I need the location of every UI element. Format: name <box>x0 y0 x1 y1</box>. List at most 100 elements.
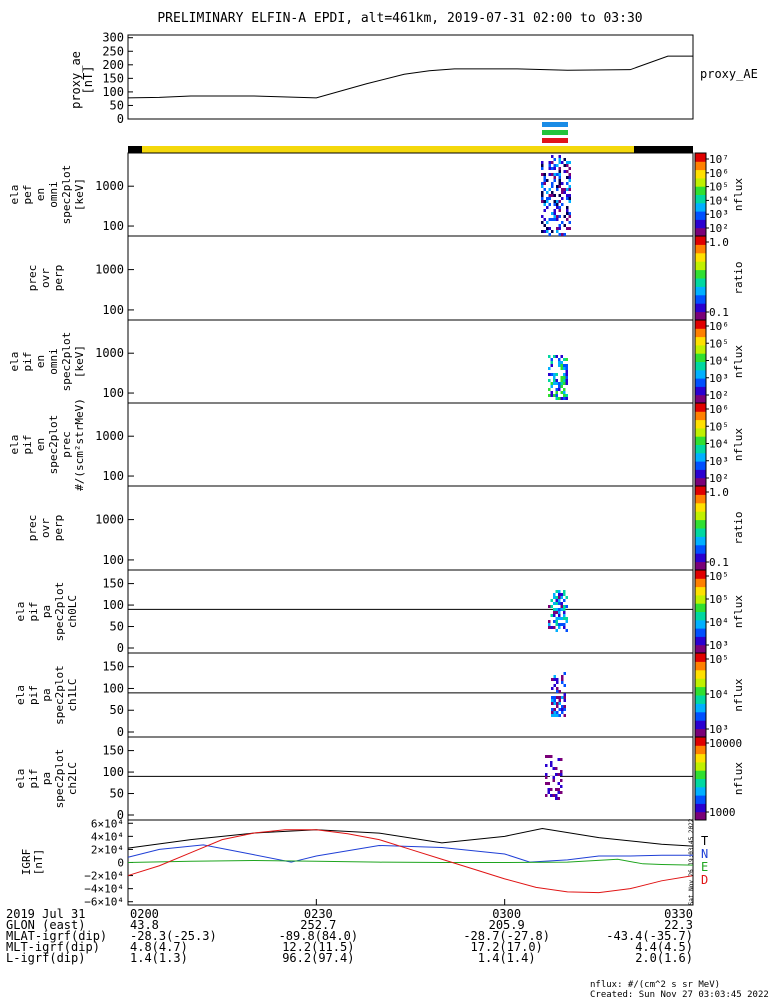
spectrogram-pixel <box>553 602 556 605</box>
colorbar-segment <box>695 344 706 354</box>
colorbar-segment <box>695 419 706 429</box>
spectrogram-pixel <box>547 782 550 785</box>
spectrogram-pixel <box>543 224 546 227</box>
spectrogram-pixel <box>546 209 549 212</box>
spectrogram-pixel <box>561 155 564 158</box>
spectrogram-pixel <box>553 696 556 699</box>
y-axis-label-line: pif <box>21 435 34 455</box>
spectrogram-pixel <box>565 364 568 367</box>
spectrogram-pixel <box>563 391 566 394</box>
spectrogram-pixel <box>545 755 548 758</box>
spectrogram-pixel <box>553 173 556 176</box>
colorbar-segment <box>695 469 706 479</box>
spectrogram-pixel <box>550 361 553 364</box>
spectrogram-pixel <box>553 714 556 717</box>
spectrogram-pixel <box>560 397 563 400</box>
spectrogram-pixel <box>558 164 561 167</box>
tick-label: 150 <box>102 660 124 674</box>
spectrogram-pixel <box>556 711 559 714</box>
spectrogram-pixel <box>566 212 569 215</box>
spectrogram-pixel <box>565 629 568 632</box>
spectrogram-pixel <box>563 224 566 227</box>
bottom-ephemeris-table: 2019 Jul 31 0200 0230 0300 0330 GLON (east) 43… <box>6 907 693 965</box>
spectrogram-pixel <box>555 788 558 791</box>
spectrogram-pixel <box>563 215 566 218</box>
spectrogram-pixel <box>556 188 559 191</box>
spectrogram-pixel <box>558 361 561 364</box>
tick-label: 0 <box>117 725 124 739</box>
spectrogram-pixel <box>545 782 548 785</box>
panel-elapif_prec: 1000 100 ela pif en spec2plot prec #/(scm²strMe… <box>8 398 745 491</box>
spectrogram-pixel <box>547 779 550 782</box>
spectrogram-pixel <box>557 797 560 800</box>
spectrogram-pixel <box>551 185 554 188</box>
spectrogram-pixel <box>551 182 554 185</box>
colorbar-label: nflux <box>732 345 745 378</box>
colorbar-tick-label: 10⁶ <box>709 403 729 416</box>
spectrogram-pixel <box>558 185 561 188</box>
tick-label: 50 <box>110 98 124 112</box>
colorbar-tick-label: 10² <box>709 389 729 402</box>
colorbar-segment <box>695 619 706 629</box>
spectrogram-pixel <box>553 167 556 170</box>
legend-entry-D: D <box>701 873 708 887</box>
spectrogram-pixel <box>555 394 558 397</box>
colorbar-tick-label: 10³ <box>709 723 729 736</box>
spectrogram-pixel <box>568 221 571 224</box>
spectrogram-pixel <box>563 617 566 620</box>
spectrogram-pixel <box>558 382 561 385</box>
colorbar-segment <box>695 811 706 821</box>
spectrogram-pixel <box>556 705 559 708</box>
spectrogram-pixel <box>550 764 553 767</box>
footer-units: nflux: #/(cm^2 s sr MeV) <box>590 980 720 990</box>
spectrogram-pixel <box>557 776 560 779</box>
spectrogram-pixel <box>557 788 560 791</box>
status-bar-red <box>542 138 568 143</box>
spectrogram-pixel <box>568 215 571 218</box>
colorbar-segment <box>695 653 706 662</box>
colorbar-segment <box>695 570 706 579</box>
colorbar-segment <box>695 786 706 796</box>
spectrogram-pixel <box>563 358 566 361</box>
spectrogram-pixel <box>561 203 564 206</box>
colorbar-segment <box>695 544 706 554</box>
spectrogram-pixel <box>558 200 561 203</box>
spectrogram-pixel <box>541 230 544 233</box>
spectrogram-pixel <box>543 200 546 203</box>
y-axis-label-line: spec2plot <box>60 332 73 392</box>
spectrogram-pixel <box>568 224 571 227</box>
spectrogram-pixel <box>543 221 546 224</box>
colorbar-segment <box>695 486 706 495</box>
spectrogram-pixel <box>548 167 551 170</box>
y-axis-label-line: en <box>34 188 47 201</box>
spectrogram-pixel <box>557 761 560 764</box>
spectrogram-pixel <box>561 708 564 711</box>
spectrogram-pixel <box>545 776 548 779</box>
colorbar-tick-label: 1.0 <box>709 486 729 499</box>
spectrogram-pixel <box>563 693 566 696</box>
spectrogram-pixel <box>551 696 554 699</box>
igrf-line-T <box>127 827 694 849</box>
spectrogram-pixel <box>563 599 566 602</box>
spectrogram-pixel <box>558 699 561 702</box>
spectrogram-pixel <box>558 397 561 400</box>
spectrogram-data <box>548 355 568 400</box>
colorbar-tick-label: 10⁶ <box>709 167 729 180</box>
spectrogram-pixel <box>563 672 566 675</box>
spectrogram-pixel <box>555 602 558 605</box>
y-axis-label-line: ela <box>14 769 27 789</box>
spectrogram-pixel <box>565 379 568 382</box>
spectrogram-pixel <box>553 708 556 711</box>
row-value: 4.4(4.5) <box>635 940 693 954</box>
colorbar-segment <box>695 269 706 279</box>
tick-label: 1000 <box>95 429 124 443</box>
colorbar-segment <box>695 695 706 704</box>
spectrogram-pixel <box>541 167 544 170</box>
y-axis-label-line: pif <box>27 602 40 622</box>
spectrogram-pixel <box>551 678 554 681</box>
tick-label: 100 <box>102 681 124 695</box>
spectrogram-pixel <box>552 785 555 788</box>
tick-label: 100 <box>102 85 124 99</box>
spectrogram-pixel <box>541 212 544 215</box>
